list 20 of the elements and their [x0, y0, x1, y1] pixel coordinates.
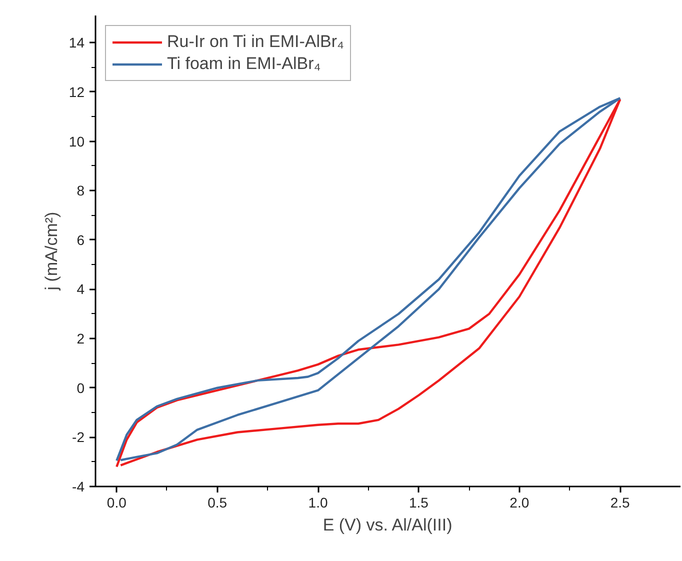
y-tick-label: 4 — [76, 281, 85, 298]
x-tick-label: 2.0 — [510, 494, 530, 510]
x-tick-label: 0.0 — [106, 494, 127, 510]
y-tick-label: -2 — [72, 429, 85, 446]
x-axis-title: E (V) vs. Al/Al(III) — [322, 516, 452, 534]
y-axis-title: j (mA/cm²) — [42, 212, 61, 292]
y-tick-label: 6 — [76, 232, 85, 248]
y-tick-label: 8 — [76, 182, 85, 199]
legend-label: Ti foam in EMI-AlBr₄ — [167, 54, 321, 74]
x-tick-label: 1.0 — [308, 494, 328, 510]
x-tick-label: 0.5 — [208, 494, 228, 510]
y-tick-label: -4 — [72, 478, 85, 494]
y-tick-label: 12 — [68, 84, 85, 100]
y-tick-label: 2 — [76, 330, 85, 347]
x-tick-label: 2.5 — [610, 494, 630, 510]
y-tick-label: 10 — [68, 133, 85, 150]
legend-label: Ru-Ir on Ti in EMI-AlBr₄ — [167, 32, 344, 52]
y-tick-label: 14 — [68, 34, 85, 51]
y-tick-label: 0 — [76, 380, 85, 396]
x-tick-label: 1.5 — [408, 494, 429, 510]
